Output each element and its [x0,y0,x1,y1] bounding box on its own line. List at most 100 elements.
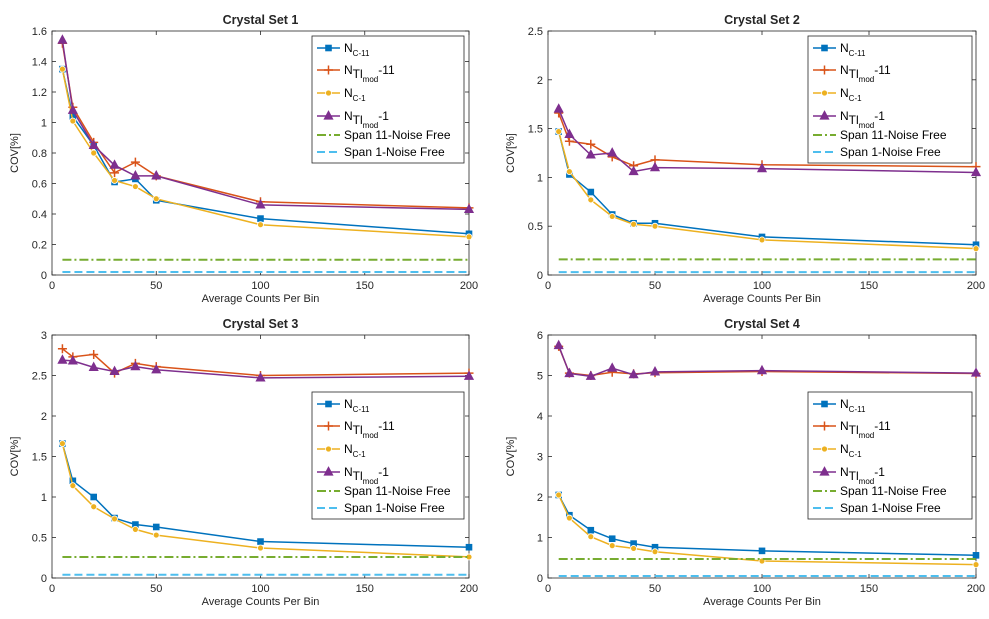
legend-label-ntl11: NTlmod-11 [840,419,891,440]
legend-label-ntl1: NTlmod-1 [344,109,389,130]
chart-title: Crystal Set 2 [724,13,800,27]
data-point-ntl11 [89,349,99,359]
y-tick-label: 1.5 [528,124,543,136]
legend-label-main: N [840,419,849,433]
series-nc1 [555,491,980,569]
x-axis-label: Average Counts Per Bin [202,596,320,608]
y-tick-label: 4 [537,411,543,423]
data-point-nc11 [587,188,595,196]
data-point-nc1 [651,222,659,230]
data-point-ntl11 [110,168,120,178]
data-point-ntl1 [564,367,575,378]
legend-label-span11: Span 11-Noise Free [840,128,947,142]
data-point-ntl1 [57,354,68,364]
legend-label-subsub: mod [859,121,875,130]
series-line-nc11 [61,68,470,235]
legend-label-sub: C-1 [353,94,366,103]
legend-label-span1: Span 1-Noise Free [344,501,445,515]
data-point-ntl11 [57,344,67,354]
series-ntl1 [553,339,982,380]
legend-label-subsub: mod [859,75,875,84]
data-point-ntl1 [151,170,162,180]
x-tick-label: 50 [150,280,162,292]
y-tick-label: 3 [537,452,543,464]
legend-marker-nc11 [325,44,332,52]
y-tick-label: 2 [537,492,543,504]
data-point-nc11 [608,535,616,543]
legend-marker-nc1 [821,89,828,97]
data-point-nc1 [90,503,98,511]
x-tick-label: 50 [649,280,661,292]
data-point-ntl11 [130,157,140,167]
legend-label-suffix: -1 [378,109,389,123]
x-tick-label: 0 [545,280,551,292]
y-tick-label: 2 [537,75,543,87]
y-tick-label: 1.4 [32,57,47,69]
legend-marker-ntl11 [820,65,829,75]
legend-label-nc11: NC-11 [344,41,370,58]
data-point-nc1 [111,177,118,184]
legend-label-sub: C-1 [353,450,366,459]
data-point-nc1 [59,440,66,447]
legend-label-ntl1: NTlmod-1 [344,465,389,486]
y-tick-label: 0 [537,270,543,282]
y-tick-label: 0.5 [528,221,543,233]
series-line-ntl1 [557,345,977,378]
legend-label-nc11: NC-11 [840,41,866,58]
legend-label-subsub: mod [859,431,875,440]
x-tick-label: 200 [460,583,478,595]
legend-label-ntl11: NTlmod-11 [840,63,891,84]
data-point-nc1 [555,128,563,135]
legend-label-ntl11: NTlmod-11 [344,419,395,440]
legend-label-main: N [344,109,353,123]
x-tick-label: 200 [967,583,985,595]
data-point-ntl1 [553,339,564,350]
legend-label-suffix: -1 [874,465,885,479]
x-tick-label: 150 [860,280,878,292]
y-axis-label: COV[%] [9,437,21,477]
x-axis-label: Average Counts Per Bin [703,293,821,305]
x-tick-label: 0 [49,280,55,292]
legend-label-sub: C-11 [849,49,866,58]
data-point-nc11 [90,493,98,501]
data-point-nc1 [972,561,980,569]
x-tick-label: 100 [251,280,269,292]
legend-marker-nc11 [325,400,332,408]
series-nc11 [59,440,473,551]
data-point-nc1 [257,544,264,552]
legend-label-main: N [840,63,849,77]
legend-label-sub: C-1 [849,450,862,459]
x-tick-label: 0 [49,583,55,595]
legend-label-sub: C-11 [849,405,866,414]
data-point-nc1 [465,233,473,241]
data-point-ntl1 [463,370,475,380]
data-point-ntl1 [585,370,596,380]
data-point-ntl1 [585,149,596,159]
legend-label-nc1: NC-1 [840,442,862,459]
legend-label-span11: Span 11-Noise Free [344,484,451,498]
data-point-nc1 [566,514,573,522]
legend-label-span11: Span 11-Noise Free [344,128,451,142]
x-axis-label: Average Counts Per Bin [703,596,821,608]
data-point-ntl1 [628,165,639,176]
data-point-nc1 [555,491,563,499]
series-nc1 [59,440,473,561]
y-tick-label: 0.6 [32,179,47,191]
legend-label-subsub: mod [363,431,379,440]
series-ntl1 [57,354,475,382]
legend-label-main: N [344,63,353,77]
y-tick-label: 1 [537,533,543,545]
data-point-ntl1 [151,363,162,374]
legend-box [807,35,973,164]
data-point-ntl1 [607,147,618,157]
legend-label-main: N [840,109,849,123]
y-tick-label: 1 [537,172,543,184]
legend-label-nc1: NC-1 [344,442,366,459]
x-tick-label: 100 [753,280,771,292]
legend-label-sub: Tl [353,113,363,127]
